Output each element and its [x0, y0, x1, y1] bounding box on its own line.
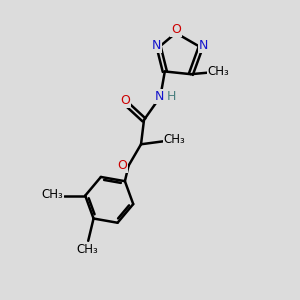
Text: O: O	[120, 94, 130, 107]
Text: H: H	[167, 90, 176, 103]
Text: O: O	[171, 23, 181, 36]
Text: N: N	[152, 39, 161, 52]
Text: CH₃: CH₃	[41, 188, 63, 201]
Text: CH₃: CH₃	[77, 243, 98, 256]
Text: N: N	[155, 90, 164, 103]
Text: CH₃: CH₃	[164, 133, 185, 146]
Text: N: N	[199, 39, 208, 52]
Text: O: O	[117, 159, 127, 172]
Text: CH₃: CH₃	[208, 65, 230, 78]
